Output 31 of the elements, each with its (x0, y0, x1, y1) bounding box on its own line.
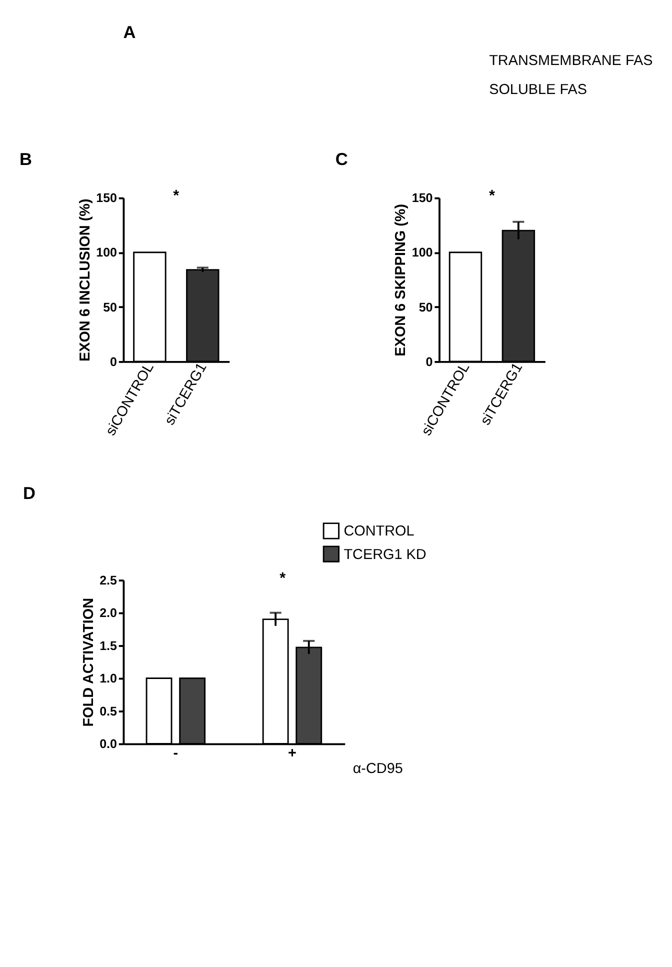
y-axis-title: EXON 6 INCLUSION (%) (77, 198, 94, 362)
chart-title: C (335, 149, 348, 170)
y-tick-label: 150 (412, 191, 433, 206)
text: TRANSMEMBRANE FAS (489, 52, 653, 69)
y-tick-label: 0.0 (100, 737, 118, 752)
x-tick-label: - (173, 746, 178, 762)
y-axis-title: EXON 6 SKIPPING (%) (393, 204, 410, 356)
y-tick-label: 0 (426, 354, 433, 369)
annotation: * (173, 188, 180, 205)
y-tick-label: 0 (110, 354, 118, 369)
x-axis-title: α-CD95 (352, 761, 403, 778)
y-tick-label: 1.0 (100, 672, 118, 686)
y-tick-label: 100 (96, 246, 118, 260)
x-tick-label: + (288, 746, 296, 762)
text: A (123, 22, 136, 42)
chart-title: D (23, 483, 36, 504)
text: SOLUBLE FAS (489, 82, 587, 98)
y-tick-label: 0.5 (100, 704, 118, 718)
y-tick-label: 2.0 (100, 606, 118, 620)
y-tick-label: 50 (418, 300, 433, 314)
annotation: * (488, 188, 495, 205)
y-tick-label: 2.5 (100, 573, 118, 588)
y-tick-label: 1.5 (100, 638, 118, 653)
annotation: * (280, 570, 286, 587)
y-tick-label: 50 (103, 300, 118, 314)
y-tick-label: 100 (412, 246, 433, 260)
legend-label: CONTROL (344, 524, 414, 540)
y-tick-label: 150 (96, 191, 118, 206)
chart-title: B (20, 149, 32, 170)
y-axis-title: FOLD ACTIVATION (80, 598, 97, 727)
legend-label: TCERG1 KD (344, 546, 426, 563)
